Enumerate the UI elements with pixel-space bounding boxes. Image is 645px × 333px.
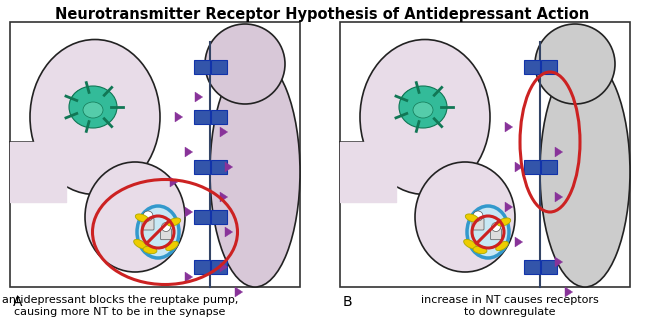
Text: increase in NT causes receptors
to downregulate: increase in NT causes receptors to downr… xyxy=(421,295,599,317)
Text: Neurotransmitter Receptor Hypothesis of Antidepressant Action: Neurotransmitter Receptor Hypothesis of … xyxy=(55,7,589,22)
Ellipse shape xyxy=(413,102,433,118)
Polygon shape xyxy=(220,192,228,202)
FancyBboxPatch shape xyxy=(194,260,210,274)
Polygon shape xyxy=(225,227,233,237)
Text: A: A xyxy=(13,295,23,309)
FancyBboxPatch shape xyxy=(340,22,630,287)
Polygon shape xyxy=(555,257,562,267)
Polygon shape xyxy=(225,162,233,172)
FancyBboxPatch shape xyxy=(541,260,557,274)
Ellipse shape xyxy=(71,88,109,116)
Ellipse shape xyxy=(467,206,509,258)
Ellipse shape xyxy=(143,246,157,254)
Ellipse shape xyxy=(464,239,476,249)
Polygon shape xyxy=(220,127,228,137)
Ellipse shape xyxy=(69,86,117,128)
FancyBboxPatch shape xyxy=(524,260,539,274)
FancyBboxPatch shape xyxy=(524,60,539,74)
FancyBboxPatch shape xyxy=(472,218,484,230)
FancyBboxPatch shape xyxy=(210,260,226,274)
Polygon shape xyxy=(565,287,573,297)
Ellipse shape xyxy=(210,57,300,287)
FancyBboxPatch shape xyxy=(210,210,226,224)
FancyBboxPatch shape xyxy=(210,60,226,74)
Circle shape xyxy=(143,211,153,221)
Ellipse shape xyxy=(83,102,103,118)
Ellipse shape xyxy=(134,239,146,249)
Polygon shape xyxy=(505,202,513,212)
Ellipse shape xyxy=(496,241,508,251)
Ellipse shape xyxy=(415,162,515,272)
FancyBboxPatch shape xyxy=(210,160,226,174)
Polygon shape xyxy=(555,192,562,202)
Ellipse shape xyxy=(535,24,615,104)
Ellipse shape xyxy=(205,24,285,104)
Ellipse shape xyxy=(360,40,490,194)
FancyBboxPatch shape xyxy=(490,229,502,240)
Polygon shape xyxy=(185,207,193,217)
Ellipse shape xyxy=(85,162,185,272)
Polygon shape xyxy=(515,237,522,247)
FancyBboxPatch shape xyxy=(541,160,557,174)
Circle shape xyxy=(491,222,501,231)
FancyBboxPatch shape xyxy=(194,110,210,124)
Polygon shape xyxy=(185,272,193,282)
FancyBboxPatch shape xyxy=(194,60,210,74)
Polygon shape xyxy=(555,147,562,157)
Ellipse shape xyxy=(399,86,447,128)
Polygon shape xyxy=(185,147,193,157)
Ellipse shape xyxy=(465,214,479,222)
FancyBboxPatch shape xyxy=(10,22,300,287)
Ellipse shape xyxy=(135,214,149,222)
Polygon shape xyxy=(505,122,513,132)
Ellipse shape xyxy=(497,218,511,226)
FancyBboxPatch shape xyxy=(194,210,210,224)
Ellipse shape xyxy=(540,57,630,287)
Polygon shape xyxy=(170,242,177,252)
FancyBboxPatch shape xyxy=(161,229,172,240)
Polygon shape xyxy=(220,262,228,272)
Circle shape xyxy=(473,211,483,221)
Ellipse shape xyxy=(166,241,178,251)
FancyBboxPatch shape xyxy=(541,60,557,74)
Polygon shape xyxy=(235,287,243,297)
Polygon shape xyxy=(175,112,183,122)
FancyBboxPatch shape xyxy=(142,218,154,230)
Ellipse shape xyxy=(473,246,487,254)
Ellipse shape xyxy=(30,40,160,194)
Ellipse shape xyxy=(167,218,181,226)
Text: B: B xyxy=(343,295,353,309)
FancyBboxPatch shape xyxy=(194,160,210,174)
FancyBboxPatch shape xyxy=(210,110,226,124)
Ellipse shape xyxy=(137,206,179,258)
Circle shape xyxy=(161,222,170,231)
FancyBboxPatch shape xyxy=(10,142,65,202)
Polygon shape xyxy=(515,162,522,172)
Polygon shape xyxy=(195,92,203,102)
FancyBboxPatch shape xyxy=(340,142,395,202)
FancyBboxPatch shape xyxy=(524,160,539,174)
Polygon shape xyxy=(170,177,177,187)
Text: antidepressant blocks the reuptake pump,
causing more NT to be in the synapse: antidepressant blocks the reuptake pump,… xyxy=(2,295,238,317)
Ellipse shape xyxy=(401,88,439,116)
